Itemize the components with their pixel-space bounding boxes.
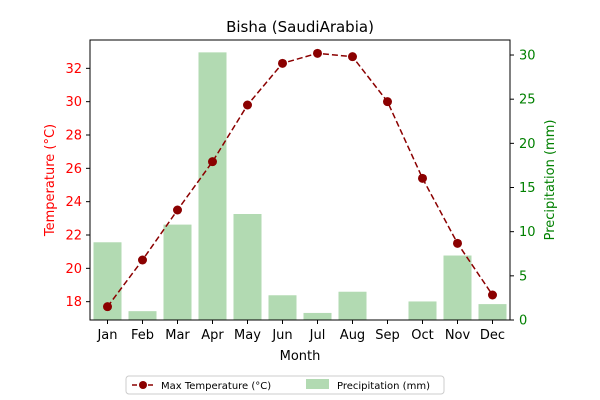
precip-bar: [233, 214, 262, 320]
precipitation-bars: [93, 52, 507, 320]
x-tick-label: Dec: [480, 328, 505, 343]
x-tick-label: Mar: [165, 328, 190, 343]
temperature-point: [138, 255, 147, 265]
legend-label-temperature: Max Temperature (°C): [161, 381, 271, 392]
x-tick-label: Aug: [340, 328, 365, 343]
y-right-tick-label: 15: [519, 181, 536, 196]
temperature-point: [173, 205, 182, 215]
precip-bar: [478, 304, 507, 320]
temperature-point: [103, 302, 112, 312]
chart-title: Bisha (SaudiArabia): [226, 18, 374, 36]
legend-label-precipitation: Precipitation (mm): [337, 381, 430, 392]
precip-bar: [338, 291, 367, 320]
temperature-point: [278, 58, 287, 68]
x-tick-label: Jan: [96, 328, 117, 343]
y-left-tick-label: 28: [65, 129, 82, 144]
temperature-point: [453, 238, 462, 248]
y-right-tick-label: 5: [519, 269, 527, 284]
precip-bar: [268, 295, 297, 320]
temperature-point: [208, 157, 217, 167]
x-axis-label: Month: [280, 349, 321, 364]
y-left-tick-label: 24: [65, 195, 82, 210]
y-right-tick-label: 0: [519, 314, 527, 329]
y-left-tick-label: 18: [65, 295, 82, 310]
y-left-tick-label: 20: [65, 262, 82, 277]
legend-bar-swatch: [306, 379, 329, 389]
temperature-point: [383, 97, 392, 107]
precip-bar: [443, 255, 472, 320]
x-tick-label: Feb: [131, 328, 154, 343]
x-tick-label: Jul: [309, 328, 326, 343]
y-left-tick-label: 26: [65, 162, 82, 177]
plot-frame: [89, 39, 511, 321]
y-right-tick-label: 25: [519, 93, 536, 108]
y-right-tick-label: 20: [519, 137, 536, 152]
x-tick-label: Oct: [411, 328, 433, 343]
temperature-line: [103, 48, 497, 312]
y-left-tick-label: 22: [65, 229, 82, 244]
legend: Max Temperature (°C) Precipitation (mm): [125, 375, 445, 395]
legend-frame: [125, 375, 445, 395]
x-tick-label: Jun: [271, 328, 292, 343]
y-axis-left-label: Temperature (°C): [43, 124, 58, 237]
y-left-tick-label: 30: [65, 95, 82, 110]
precip-bar: [303, 312, 332, 320]
x-tick-label: Nov: [445, 328, 471, 343]
legend-line-marker: [139, 381, 147, 389]
temperature-point: [488, 290, 497, 300]
temperature-point: [243, 100, 252, 110]
y-right-tick-label: 10: [519, 225, 536, 240]
temperature-series-line: [106, 52, 494, 308]
x-tick-label: Sep: [375, 328, 400, 343]
precip-bar: [198, 52, 227, 320]
y-right-tick-label: 30: [519, 49, 536, 64]
precip-bar: [163, 224, 192, 320]
temperature-point: [348, 52, 357, 62]
y-axis-right-label: Precipitation (mm): [543, 120, 558, 241]
precip-bar: [128, 311, 157, 320]
temperature-point: [418, 173, 427, 183]
axes: Jan Feb Mar Apr May Jun Jul Aug Sep Oct Nov Dec 18 20…: [65, 39, 536, 343]
precip-bar: [408, 301, 437, 320]
x-tick-label: Apr: [201, 328, 224, 343]
y-left-tick-label: 32: [65, 62, 82, 77]
temperature-point: [313, 48, 322, 58]
x-tick-label: May: [234, 328, 261, 343]
